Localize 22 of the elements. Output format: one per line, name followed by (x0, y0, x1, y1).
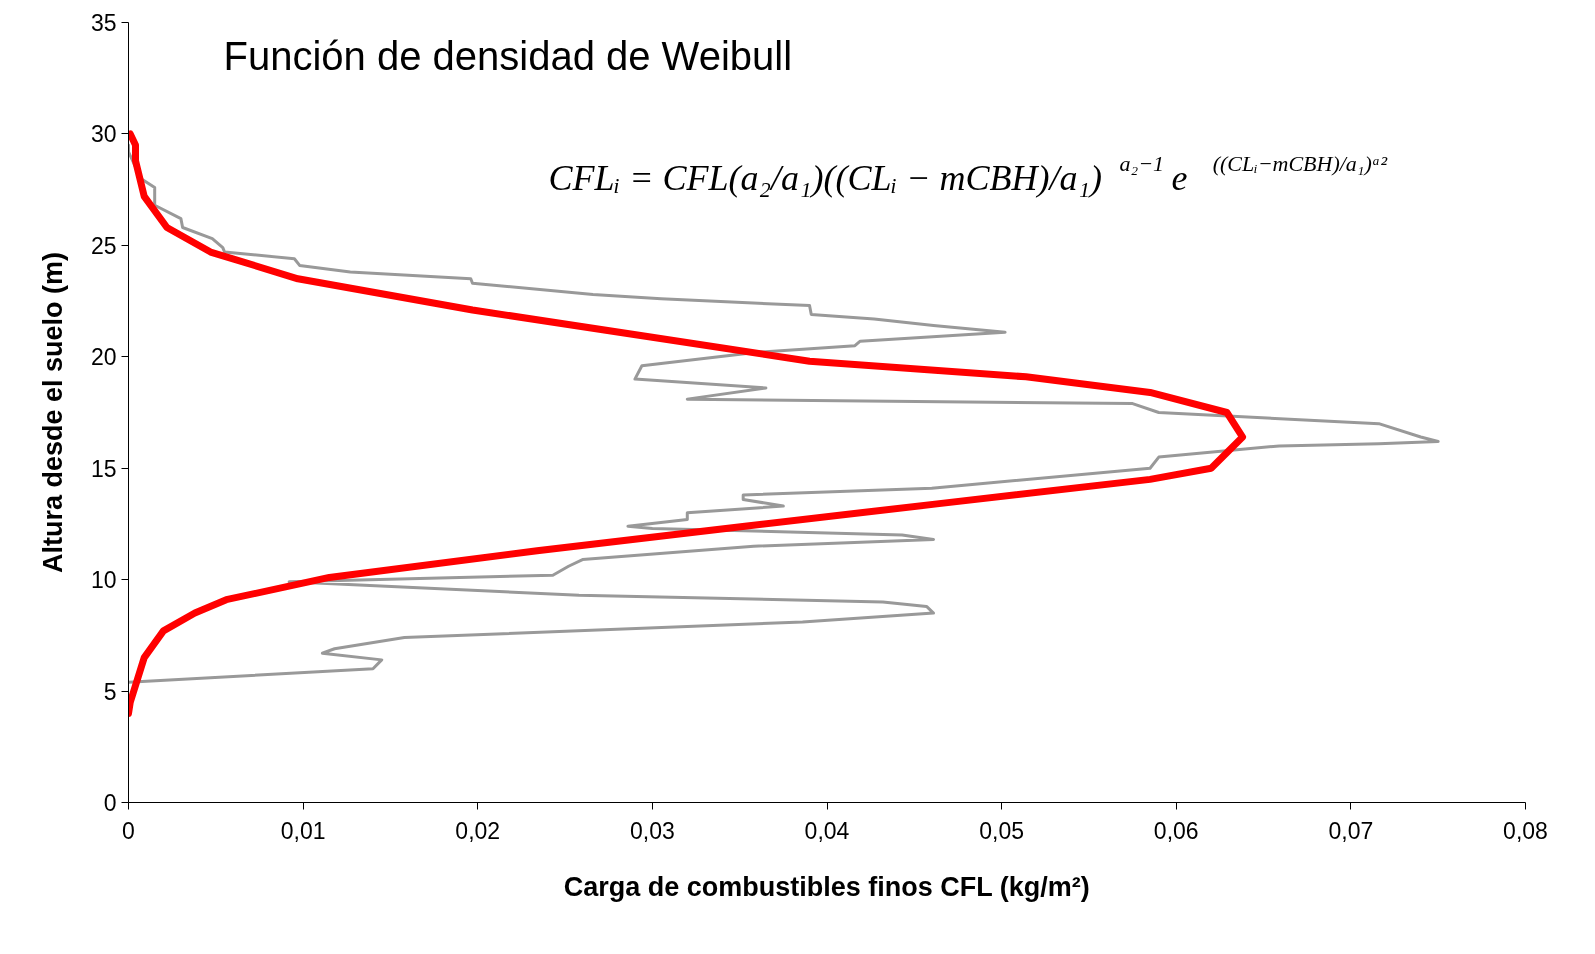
y-tick-label: 25 (90, 232, 117, 259)
y-tick-label: 0 (103, 790, 117, 816)
x-tick-label: 0,07 (1328, 817, 1374, 844)
x-tick-label: 0,06 (1153, 817, 1199, 844)
y-tick-label: 5 (103, 678, 117, 705)
x-tick-label: 0,05 (979, 817, 1025, 844)
x-tick-label: 0,02 (455, 817, 501, 844)
line-series (128, 143, 1440, 684)
y-tick-label: 30 (90, 121, 117, 148)
x-tick-label: 0 (122, 817, 135, 844)
x-tick-label: 0,04 (804, 817, 850, 844)
y-tick-label: 10 (90, 567, 117, 594)
annotation: CFLᵢ = CFL(a₂/a₁)((CLᵢ − mCBH)/a₁)a₂−1 e((CLᵢ−mCBH)/a₁)ᵃ² (548, 150, 1388, 198)
y-axis-title: Altura desde el suelo (m) (37, 251, 68, 574)
y-tick-label: 35 (90, 10, 117, 36)
x-tick-label: 0,08 (1503, 817, 1548, 844)
chart-title: Función de densidad de Weibull (223, 33, 793, 78)
y-tick-label: 20 (90, 344, 117, 371)
x-tick-label: 0,01 (280, 817, 326, 844)
x-axis-title: Carga de combustibles finos CFL (kg/m²) (563, 871, 1090, 902)
y-tick-label: 15 (90, 455, 117, 482)
x-tick-label: 0,03 (629, 817, 675, 844)
